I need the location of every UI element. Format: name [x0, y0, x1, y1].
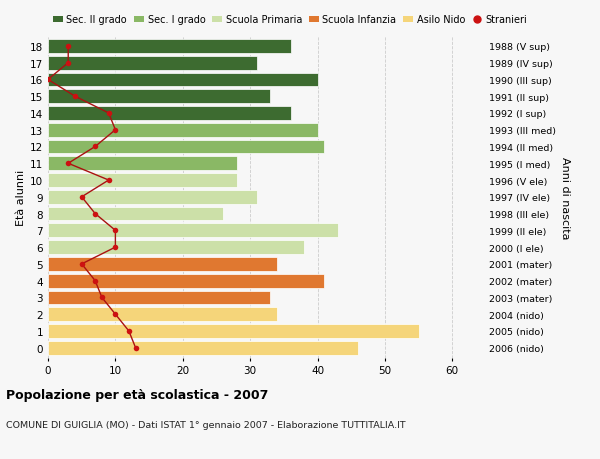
- Legend: Sec. II grado, Sec. I grado, Scuola Primaria, Scuola Infanzia, Asilo Nido, Stran: Sec. II grado, Sec. I grado, Scuola Prim…: [53, 16, 527, 25]
- Point: [110, 227, 120, 235]
- Text: Popolazione per età scolastica - 2007: Popolazione per età scolastica - 2007: [6, 388, 268, 401]
- Bar: [48, 274, 324, 288]
- Point: [43, 77, 53, 84]
- Bar: [48, 90, 271, 104]
- Bar: [48, 56, 257, 70]
- Bar: [48, 107, 290, 121]
- Bar: [48, 325, 419, 338]
- Bar: [48, 207, 223, 221]
- Bar: [48, 291, 271, 305]
- Point: [110, 244, 120, 251]
- Y-axis label: Anni di nascita: Anni di nascita: [560, 156, 570, 239]
- Point: [77, 261, 86, 268]
- Point: [110, 311, 120, 318]
- Bar: [48, 174, 236, 187]
- Text: COMUNE DI GUIGLIA (MO) - Dati ISTAT 1° gennaio 2007 - Elaborazione TUTTITALIA.IT: COMUNE DI GUIGLIA (MO) - Dati ISTAT 1° g…: [6, 420, 406, 429]
- Point: [110, 127, 120, 134]
- Point: [104, 110, 113, 118]
- Point: [124, 328, 134, 335]
- Point: [64, 160, 73, 168]
- Bar: [48, 224, 338, 238]
- Point: [91, 210, 100, 218]
- Bar: [48, 257, 277, 271]
- Bar: [48, 190, 257, 204]
- Bar: [48, 40, 290, 54]
- Point: [64, 60, 73, 67]
- Point: [77, 194, 86, 201]
- Point: [91, 144, 100, 151]
- Bar: [48, 308, 277, 321]
- Point: [91, 277, 100, 285]
- Bar: [48, 123, 317, 137]
- Bar: [48, 140, 324, 154]
- Point: [64, 43, 73, 50]
- Point: [104, 177, 113, 185]
- Bar: [48, 341, 358, 355]
- Point: [70, 93, 80, 101]
- Bar: [48, 157, 236, 171]
- Bar: [48, 73, 317, 87]
- Point: [131, 344, 140, 352]
- Bar: [48, 241, 304, 254]
- Point: [97, 294, 107, 302]
- Y-axis label: Età alunni: Età alunni: [16, 169, 26, 225]
